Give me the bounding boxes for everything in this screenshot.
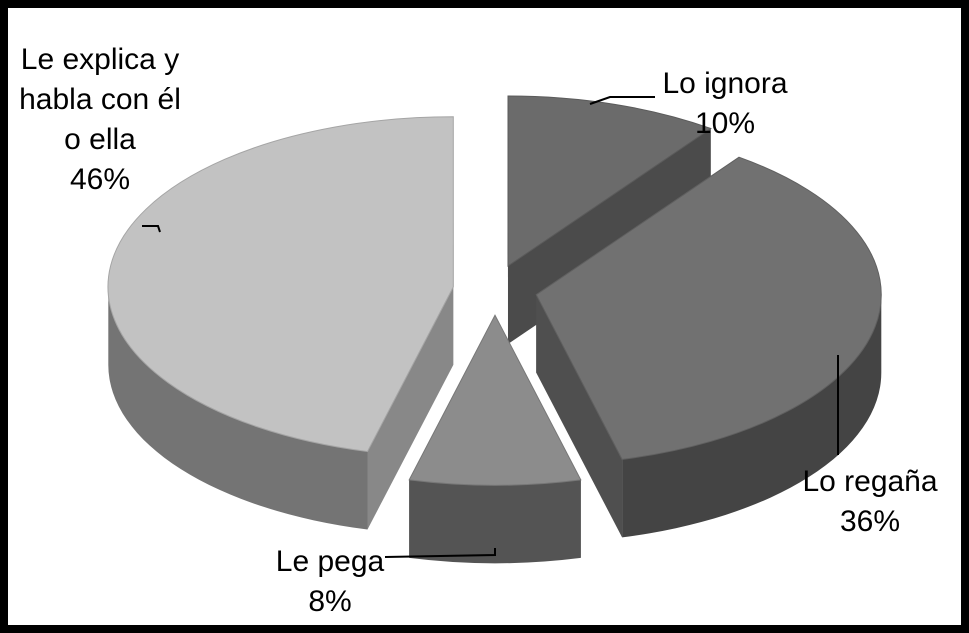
slice	[535, 156, 882, 460]
label-name: Lo regaña	[802, 465, 938, 498]
data-label: Lo ignora 10%	[610, 64, 840, 144]
label-name: Le pega	[275, 545, 385, 578]
label-value: 46%	[69, 163, 131, 196]
label-value: 10%	[694, 107, 756, 140]
label-name: Le explica y habla con él o ella	[19, 43, 181, 156]
slice	[507, 95, 712, 267]
slice	[408, 314, 582, 486]
data-label: Le pega 8%	[250, 542, 410, 622]
label-name: Lo ignora	[662, 67, 788, 100]
slice-side	[622, 294, 882, 538]
data-label: Le explica y habla con él o ella 46%	[10, 40, 190, 200]
pie	[107, 95, 882, 564]
slice	[107, 116, 454, 453]
slice-side	[108, 286, 368, 530]
leader-line	[384, 548, 496, 558]
label-value: 36%	[839, 505, 901, 538]
slice-side	[409, 479, 581, 564]
leader-line	[142, 225, 161, 233]
label-value: 8%	[308, 585, 352, 618]
slice-wall	[367, 286, 454, 530]
leader-line	[589, 96, 655, 105]
data-label: Lo regaña 36%	[780, 462, 960, 542]
slice-wall	[536, 294, 623, 538]
leader-lines	[142, 96, 839, 558]
